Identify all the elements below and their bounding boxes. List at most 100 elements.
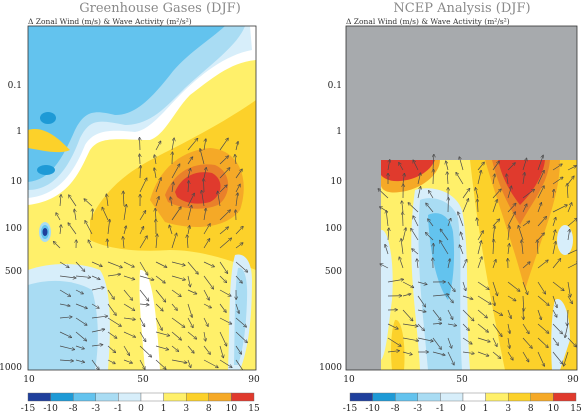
- y-tick-label: 1: [336, 127, 342, 137]
- colorbar-label: -3: [413, 404, 422, 414]
- colorbar-label: 1: [161, 404, 167, 414]
- wave-activity-arrow: [88, 240, 93, 249]
- wave-activity-arrow: [219, 331, 227, 346]
- wave-activity-arrow: [123, 345, 129, 355]
- colorbar-label: 0: [138, 404, 144, 414]
- wave-activity-arrow: [432, 351, 445, 355]
- wave-activity-arrow: [507, 212, 515, 227]
- y-axis-ticks: 0.1 1 10 100 500 1000: [0, 81, 22, 373]
- wave-activity-arrow: [91, 345, 103, 346]
- colorbar-swatch: [208, 392, 232, 402]
- panel-subtitle: Δ Zonal Wind (m/s) & Wave Activity (m²/s…: [28, 17, 192, 26]
- wave-activity-arrow: [522, 351, 529, 362]
- wave-activity-arrow: [171, 261, 185, 265]
- wave-activity-arrow: [552, 205, 567, 213]
- wave-activity-arrow: [477, 170, 481, 185]
- wave-activity-arrow: [139, 359, 145, 369]
- colorbar-label: -1: [436, 404, 445, 414]
- wave-activity-arrow: [429, 191, 434, 199]
- wave-activity-arrow: [537, 217, 546, 227]
- wave-activity-arrow: [477, 218, 478, 227]
- wave-activity-arrow: [155, 209, 156, 221]
- wave-activity-arrow: [507, 351, 513, 360]
- wave-activity-arrow: [123, 205, 126, 221]
- wave-activity-arrow: [171, 164, 180, 179]
- wave-activity-arrow: [522, 221, 530, 227]
- wave-activity-arrow: [477, 257, 482, 269]
- wave-activity-arrow: [402, 281, 414, 288]
- wave-activity-arrow: [477, 351, 489, 356]
- wave-activity-arrow: [171, 233, 177, 249]
- wave-activity-arrow: [107, 274, 120, 277]
- wave-activity-arrow: [462, 323, 469, 330]
- y-tick-label: 10: [11, 177, 23, 187]
- wave-activity-arrow: [462, 337, 472, 344]
- wave-activity-arrow: [508, 226, 509, 241]
- wave-activity-arrow: [187, 193, 194, 207]
- wave-activity-arrow: [440, 229, 449, 241]
- wave-activity-arrow: [203, 168, 206, 179]
- wave-activity-arrow: [60, 225, 61, 235]
- wave-activity-arrow: [139, 211, 146, 221]
- wave-activity-arrow: [432, 323, 442, 324]
- y-tick-label: 1: [16, 127, 22, 137]
- colorbar-label: 10: [226, 404, 238, 414]
- colorbar-label: 8: [528, 404, 534, 414]
- wave-activity-arrow: [219, 238, 231, 249]
- wave-activity-arrow: [567, 184, 568, 199]
- wave-activity-arrow: [219, 345, 223, 358]
- wave-activity-arrow: [493, 174, 495, 185]
- wave-activity-arrow: [493, 226, 495, 241]
- colorbar-swatch: [553, 392, 577, 402]
- colorbar-swatch: [417, 392, 441, 402]
- y-tick-label: 0.1: [8, 81, 22, 91]
- wave-activity-arrow: [203, 224, 210, 235]
- colorbar-label: -10: [365, 404, 380, 414]
- colorbar-right: -15 -10 -8 -3 -1 0 1 3 8 10 15: [343, 392, 582, 414]
- wave-activity-arrow: [187, 345, 194, 353]
- wave-activity-arrow: [187, 275, 190, 287]
- wave-activity-arrow: [459, 245, 464, 255]
- wave-activity-arrow: [507, 309, 511, 318]
- wave-activity-arrow: [552, 337, 558, 345]
- wave-activity-arrow: [388, 160, 390, 171]
- wave-activity-arrow: [156, 234, 157, 249]
- wave-activity-arrow: [552, 177, 563, 185]
- wave-activity-arrow: [417, 187, 421, 199]
- wave-activity-arrow: [492, 351, 501, 358]
- colorbar-swatch: [72, 392, 96, 402]
- wave-activity-arrow: [171, 138, 174, 151]
- wave-activity-arrow: [91, 275, 100, 279]
- wave-activity-arrow: [380, 264, 389, 269]
- colorbar-swatch: [95, 392, 119, 402]
- x-tick-label: 90: [248, 375, 260, 385]
- wave-activity-arrow: [235, 331, 247, 343]
- wave-activity-arrow: [567, 218, 577, 227]
- wave-activity-arrow: [171, 207, 181, 221]
- wave-activity-arrow: [203, 289, 209, 300]
- wave-activity-arrow: [440, 240, 449, 255]
- wave-activity-arrow: [123, 318, 135, 320]
- wave-activity-arrow: [123, 275, 135, 279]
- wave-activity-arrow: [492, 337, 497, 346]
- wave-activity-arrow: [139, 178, 147, 193]
- wave-activity-arrow: [235, 243, 243, 249]
- wave-activity-arrow: [187, 168, 190, 179]
- wave-activity-arrow: [399, 163, 404, 171]
- wave-activity-arrow: [203, 275, 213, 289]
- wave-activity-arrow: [59, 331, 71, 337]
- wave-activity-arrow: [187, 235, 188, 249]
- wave-activity-arrow: [458, 212, 464, 227]
- wave-activity-arrow: [477, 231, 483, 241]
- wave-activity-vectors: [53, 138, 247, 370]
- wave-activity-arrow: [85, 221, 93, 235]
- wave-activity-arrow: [235, 184, 240, 193]
- wave-activity-arrow: [462, 352, 474, 354]
- wave-activity-arrow: [412, 249, 419, 255]
- wave-activity-arrow: [492, 309, 502, 315]
- wave-activity-arrow: [521, 240, 523, 255]
- colorbar-swatch: [508, 392, 532, 402]
- colorbar-label: 1: [483, 404, 489, 414]
- wave-activity-arrow: [446, 161, 449, 171]
- wave-activity-arrow: [75, 289, 83, 294]
